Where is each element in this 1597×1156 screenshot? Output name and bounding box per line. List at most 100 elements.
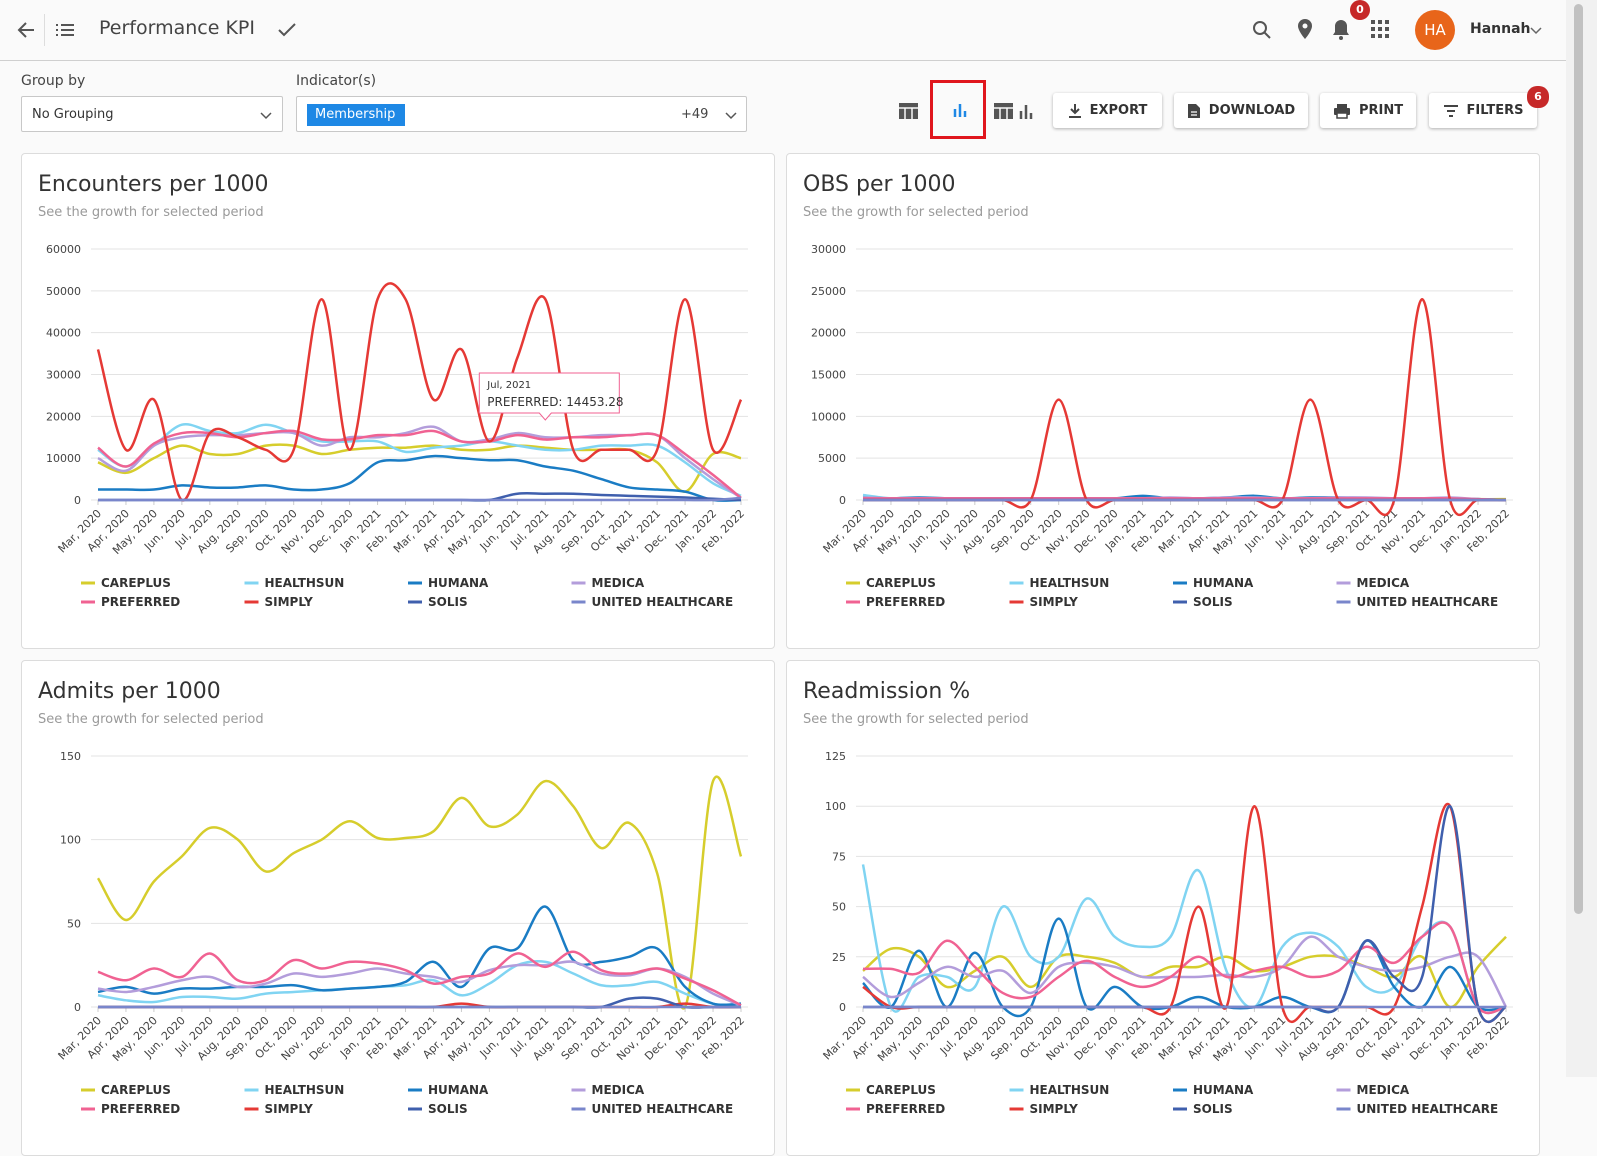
filter-icon bbox=[1443, 104, 1458, 117]
print-icon bbox=[1333, 103, 1350, 119]
y-tick-label: 20000 bbox=[46, 410, 81, 423]
y-tick-label: 30000 bbox=[46, 369, 81, 382]
download-label: DOWNLOAD bbox=[1208, 103, 1296, 118]
legend-label: HEALTHSUN bbox=[265, 576, 345, 590]
page-title: Performance KPI bbox=[99, 17, 255, 39]
tooltip: Jul, 2021 PREFERRED: 14453.28 bbox=[478, 372, 624, 421]
legend-label: SOLIS bbox=[428, 1102, 468, 1116]
series-line bbox=[862, 935, 1507, 1009]
y-tick-label: 0 bbox=[839, 1001, 846, 1014]
legend-label: UNITED HEALTHCARE bbox=[592, 595, 734, 609]
save-check[interactable] bbox=[275, 18, 299, 42]
filters-label: FILTERS bbox=[1466, 103, 1524, 118]
legend-label: CAREPLUS bbox=[866, 576, 936, 590]
chart-view-button-selected[interactable] bbox=[930, 80, 986, 139]
legend-label: CAREPLUS bbox=[101, 1083, 171, 1097]
legend-label: SOLIS bbox=[1193, 1102, 1233, 1116]
legend-label: HEALTHSUN bbox=[1030, 1083, 1110, 1097]
export-icon bbox=[1068, 103, 1081, 118]
chart-title: Readmission % bbox=[803, 679, 971, 704]
group-by-label: Group by bbox=[21, 73, 86, 89]
chart-subtitle: See the growth for selected period bbox=[803, 712, 1029, 727]
legend-label: PREFERRED bbox=[101, 595, 180, 609]
legend-label: HUMANA bbox=[428, 576, 489, 590]
y-tick-label: 50000 bbox=[46, 285, 81, 298]
legend-label: UNITED HEALTHCARE bbox=[592, 1102, 734, 1116]
group-by-value: No Grouping bbox=[32, 107, 114, 122]
notifications-icon[interactable] bbox=[1329, 17, 1353, 43]
user-name[interactable]: Hannah bbox=[1470, 21, 1531, 37]
y-tick-label: 30000 bbox=[811, 243, 846, 256]
chart-card: Admits per 1000 See the growth for select… bbox=[21, 660, 775, 1156]
series-line bbox=[862, 935, 1508, 1008]
y-tick-label: 10000 bbox=[811, 410, 846, 423]
tooltip-title: Jul, 2021 bbox=[486, 380, 531, 391]
series-line bbox=[97, 429, 742, 499]
y-tick-label: 100 bbox=[825, 800, 846, 813]
apps-icon[interactable] bbox=[1370, 19, 1390, 39]
series-line bbox=[863, 497, 1507, 502]
legend-label: HUMANA bbox=[1193, 1083, 1254, 1097]
avatar[interactable]: HA bbox=[1415, 10, 1455, 50]
legend-label: SIMPLY bbox=[265, 595, 314, 609]
chart-title: Encounters per 1000 bbox=[38, 172, 269, 197]
chart-subtitle: See the growth for selected period bbox=[38, 712, 264, 727]
indicator-chip[interactable]: Membership bbox=[307, 104, 405, 126]
print-label: PRINT bbox=[1358, 103, 1404, 118]
filters-badge: 6 bbox=[1527, 86, 1549, 108]
indicator-label: Indicator(s) bbox=[296, 73, 377, 89]
y-tick-label: 50 bbox=[67, 917, 81, 930]
series-line bbox=[96, 775, 743, 1010]
search-icon[interactable] bbox=[1250, 18, 1274, 42]
export-label: EXPORT bbox=[1089, 103, 1148, 118]
back-button[interactable] bbox=[14, 18, 38, 42]
series-line bbox=[97, 960, 742, 1007]
y-tick-label: 25000 bbox=[811, 285, 846, 298]
y-tick-label: 40000 bbox=[46, 327, 81, 340]
table-view-button[interactable] bbox=[896, 100, 922, 122]
user-menu-caret[interactable] bbox=[1528, 22, 1544, 38]
filters-button[interactable]: FILTERS bbox=[1429, 93, 1537, 128]
notification-badge: 0 bbox=[1350, 0, 1370, 20]
y-tick-label: 0 bbox=[839, 494, 846, 507]
y-tick-label: 20000 bbox=[811, 327, 846, 340]
legend-label: HEALTHSUN bbox=[265, 1083, 345, 1097]
print-button[interactable]: PRINT bbox=[1320, 93, 1416, 128]
chart-card: OBS per 1000 See the growth for selected … bbox=[786, 153, 1540, 649]
legend-label: UNITED HEALTHCARE bbox=[1357, 595, 1499, 609]
chart-title: Admits per 1000 bbox=[38, 679, 221, 704]
series-line bbox=[97, 422, 742, 497]
y-tick-label: 25 bbox=[832, 951, 846, 964]
series-line bbox=[862, 921, 1507, 1015]
tooltip-text: PREFERRED: 14453.28 bbox=[487, 395, 623, 409]
legend-label: CAREPLUS bbox=[101, 576, 171, 590]
y-tick-label: 125 bbox=[825, 750, 846, 763]
location-icon[interactable] bbox=[1293, 17, 1317, 43]
y-tick-label: 100 bbox=[60, 834, 81, 847]
menu-button[interactable] bbox=[53, 18, 77, 42]
series-line bbox=[98, 454, 742, 502]
group-by-select[interactable]: No Grouping bbox=[21, 96, 283, 132]
legend-label: MEDICA bbox=[1357, 576, 1410, 590]
y-tick-label: 50 bbox=[832, 901, 846, 914]
scroll-thumb[interactable] bbox=[1574, 4, 1583, 914]
legend-label: HUMANA bbox=[1193, 576, 1254, 590]
chart-title: OBS per 1000 bbox=[803, 172, 956, 197]
legend-label: MEDICA bbox=[592, 576, 645, 590]
indicator-more: +49 bbox=[681, 107, 709, 122]
legend-label: SIMPLY bbox=[1030, 595, 1079, 609]
table-chart-view-button[interactable] bbox=[991, 100, 1037, 122]
indicator-select[interactable]: Membership +49 bbox=[296, 96, 747, 132]
legend-label: HEALTHSUN bbox=[1030, 576, 1110, 590]
series-line bbox=[863, 297, 1506, 517]
legend-label: SIMPLY bbox=[1030, 1102, 1079, 1116]
export-button[interactable]: EXPORT bbox=[1053, 93, 1162, 128]
download-button[interactable]: DOWNLOAD bbox=[1174, 93, 1308, 128]
series-line bbox=[96, 282, 743, 502]
caret bbox=[725, 112, 737, 120]
chart-subtitle: See the growth for selected period bbox=[38, 205, 264, 220]
y-tick-label: 150 bbox=[60, 750, 81, 763]
legend-label: HUMANA bbox=[428, 1083, 489, 1097]
